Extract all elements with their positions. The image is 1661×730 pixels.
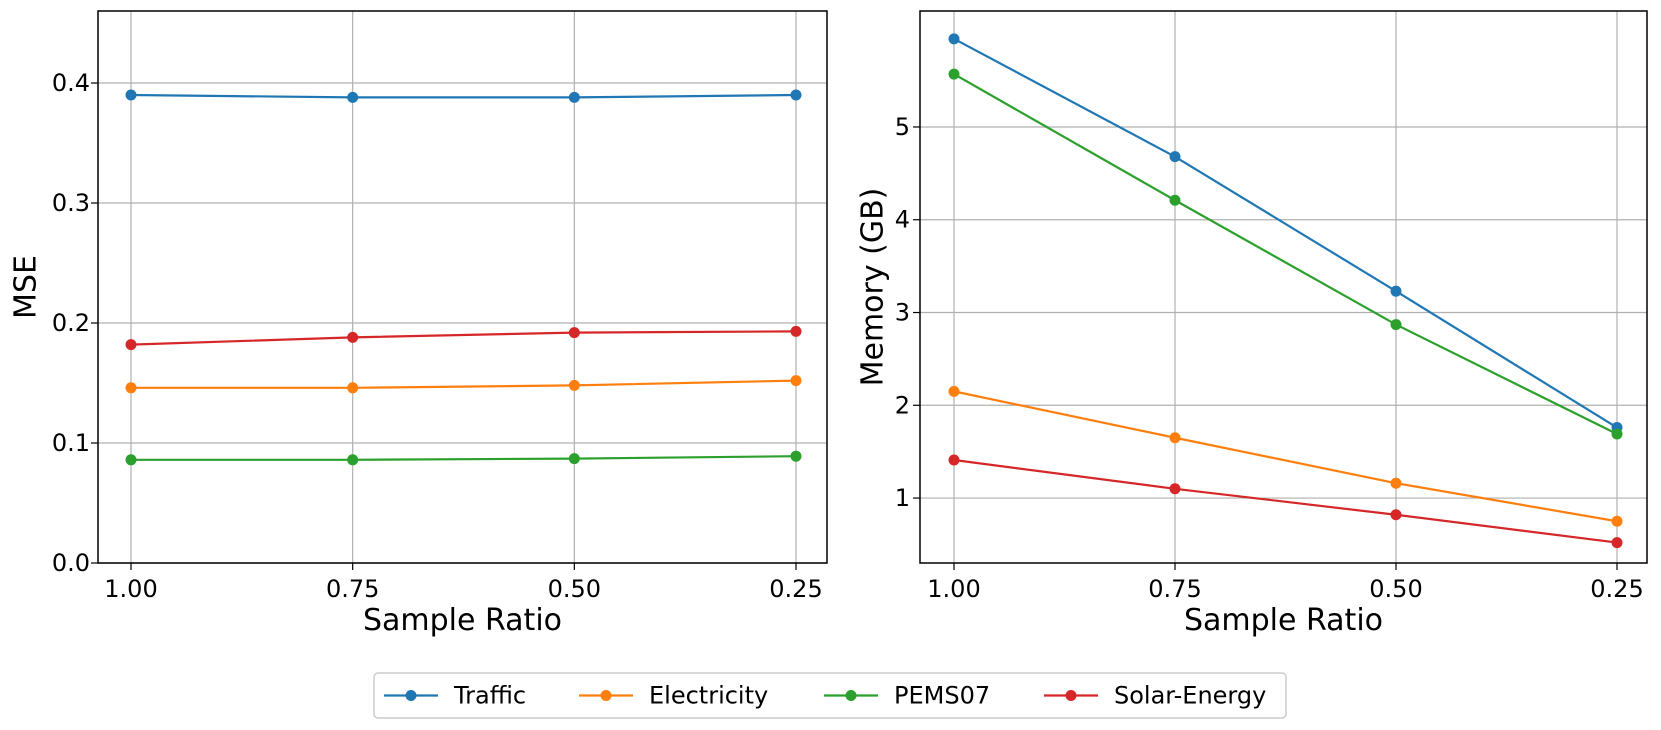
data-point-pems07 [948, 68, 960, 80]
x-tick-label: 0.25 [769, 575, 822, 603]
data-point-electricity [1611, 515, 1623, 527]
y-tick-label: 0.2 [52, 309, 90, 337]
x-tick-label: 0.25 [1590, 575, 1643, 603]
legend-marker-pems07 [845, 690, 857, 701]
data-point-traffic [1390, 285, 1402, 297]
data-point-traffic [1169, 151, 1181, 163]
data-point-solar-energy [1169, 483, 1181, 495]
legend-marker-solar-energy [1065, 690, 1077, 701]
x-axis-label: Sample Ratio [1184, 603, 1383, 638]
x-tick-label: 0.50 [1369, 575, 1422, 603]
data-point-traffic [790, 89, 802, 101]
series-line-solar-energy [130, 330, 797, 346]
plot-frame [919, 10, 1648, 564]
data-point-solar-energy [790, 325, 802, 337]
memory-chart: 1.00 0.75 0.50 0.25 1 2 3 4 5 Sample Ratio Memory … [856, 10, 1648, 638]
data-point-solar-energy [568, 327, 580, 339]
data-point-solar-energy [1611, 537, 1623, 549]
data-point-pems07 [125, 454, 137, 466]
legend-marker-traffic [405, 690, 417, 701]
legend: Traffic Electricity PEMS07 Solar-Energy [373, 672, 1287, 719]
legend-label-traffic: Traffic [453, 682, 526, 710]
series-line-electricity [953, 390, 1618, 523]
y-axis-label: Memory (GB) [856, 188, 891, 387]
data-point-pems07 [1611, 428, 1623, 440]
data-point-electricity [790, 375, 802, 387]
x-axis-label: Sample Ratio [363, 603, 562, 638]
data-point-electricity [568, 379, 580, 391]
data-point-solar-energy [948, 454, 960, 466]
y-tick-label: 4 [895, 206, 910, 234]
series-line-traffic [130, 93, 797, 99]
data-point-pems07 [1390, 319, 1402, 331]
mse-chart: 1.00 0.75 0.50 0.25 0.0 0.1 0.2 0.3 0.4 Sample Ra… [9, 10, 828, 638]
y-tick-label: 0.3 [52, 189, 90, 217]
legend-label-pems07: PEMS07 [894, 682, 990, 710]
data-point-solar-energy [347, 331, 359, 343]
data-point-electricity [347, 382, 359, 394]
data-point-traffic [948, 33, 960, 45]
y-tick-label: 0.0 [52, 549, 90, 577]
x-tick-label: 1.00 [927, 575, 980, 603]
legend-label-electricity: Electricity [649, 682, 768, 710]
plot-frame [97, 10, 828, 564]
series-line-pems07 [953, 73, 1618, 436]
data-point-solar-energy [1390, 509, 1402, 521]
series-line-pems07 [131, 455, 797, 461]
y-tick-label: 1 [895, 484, 910, 512]
y-tick-label: 2 [895, 391, 910, 419]
y-tick-label: 3 [895, 299, 910, 327]
data-point-pems07 [790, 450, 802, 462]
series-line-electricity [131, 379, 797, 389]
series-line-traffic [953, 37, 1618, 429]
series-line-solar-energy [953, 458, 1618, 544]
x-tick-label: 0.75 [1148, 575, 1201, 603]
data-point-pems07 [568, 453, 580, 465]
x-tick-label: 0.50 [548, 575, 601, 603]
data-point-solar-energy [125, 339, 137, 351]
data-point-traffic [125, 89, 137, 101]
data-point-electricity [948, 385, 960, 397]
data-point-electricity [1169, 432, 1181, 444]
x-tick-label: 1.00 [104, 575, 157, 603]
data-point-pems07 [1169, 194, 1181, 206]
data-point-electricity [125, 382, 137, 394]
x-tick-label: 0.75 [326, 575, 379, 603]
data-point-traffic [568, 91, 580, 103]
y-tick-label: 0.1 [52, 429, 90, 457]
y-tick-label: 5 [895, 113, 910, 141]
data-point-electricity [1390, 477, 1402, 489]
legend-marker-electricity [600, 690, 612, 701]
data-point-traffic [347, 91, 359, 103]
legend-label-solar-energy: Solar-Energy [1114, 682, 1266, 710]
data-point-pems07 [347, 454, 359, 466]
y-axis-label: MSE [9, 255, 44, 319]
y-tick-label: 0.4 [52, 69, 90, 97]
